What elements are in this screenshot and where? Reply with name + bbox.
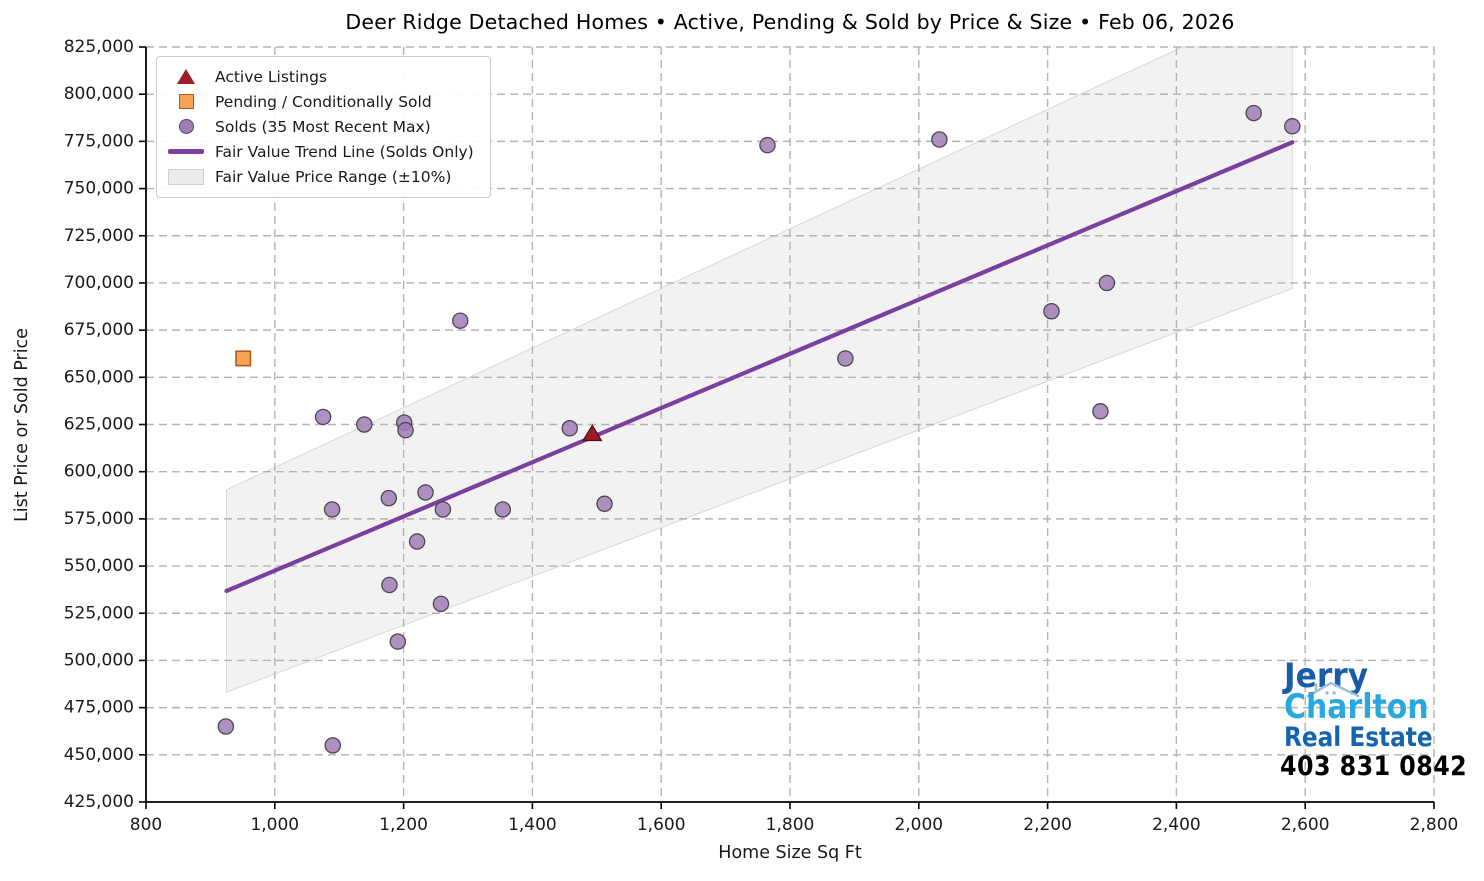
sold-point	[323, 501, 341, 518]
legend-label: Active Listings	[215, 67, 328, 86]
pending-point	[235, 350, 252, 367]
fair-value-band	[226, 46, 1293, 694]
legend-item-active: Active Listings	[166, 64, 474, 89]
fair-value-trend-line	[224, 140, 1295, 594]
x-tick-label: 2,600	[1281, 815, 1330, 835]
y-tick-label: 775,000	[64, 131, 134, 151]
sold-point	[417, 484, 434, 501]
y-tick-label: 625,000	[64, 415, 134, 435]
brand-logo: Jerry Charlton Real Estate 403 831 0842	[1278, 656, 1467, 782]
x-tick-label: 1,200	[379, 815, 428, 835]
legend: Active Listings Pending / Conditionally S…	[156, 56, 491, 198]
legend-label: Fair Value Price Range (±10%)	[215, 167, 452, 186]
sold-point	[434, 501, 452, 518]
sold-point	[432, 595, 450, 613]
sold-point	[356, 416, 373, 433]
x-tick-label: 1,600	[637, 815, 686, 835]
y-tick-label: 800,000	[64, 84, 134, 104]
sold-point	[837, 350, 854, 367]
y-tick-label: 575,000	[64, 509, 134, 529]
y-tick-label: 725,000	[64, 226, 134, 246]
y-tick-label: 600,000	[64, 462, 134, 482]
y-tick-label: 475,000	[64, 698, 134, 718]
x-tick-label: 2,800	[1410, 815, 1459, 835]
x-tick-label: 1,400	[508, 815, 557, 835]
x-tick-label: 800	[130, 815, 162, 835]
brand-name-line2: Charlton	[1284, 687, 1429, 727]
sold-point	[389, 633, 407, 650]
x-tick-label: 2,200	[1023, 815, 1072, 835]
sold-point	[596, 495, 613, 513]
y-tick-label: 700,000	[64, 273, 134, 293]
x-axis-label: Home Size Sq Ft	[718, 843, 862, 863]
y-tick-label: 675,000	[64, 320, 134, 340]
roof-icon	[1306, 681, 1360, 698]
y-tick-label: 500,000	[64, 650, 134, 670]
brand-name-line3: Real Estate	[1284, 722, 1433, 753]
circle-legend-marker-icon	[166, 119, 206, 134]
legend-label: Solds (35 Most Recent Max)	[215, 117, 431, 136]
legend-item-band: Fair Value Price Range (±10%)	[166, 164, 474, 189]
sold-point	[1098, 274, 1116, 292]
brand-name-line1: Jerry	[1284, 656, 1369, 696]
sold-point	[561, 420, 579, 437]
y-tick-label: 750,000	[64, 179, 134, 199]
y-tick-label: 650,000	[64, 367, 134, 387]
y-tick-label: 825,000	[64, 37, 134, 57]
chart-title: Deer Ridge Detached Homes • Active, Pend…	[345, 10, 1235, 34]
legend-label: Pending / Conditionally Sold	[215, 92, 432, 111]
square-legend-marker-icon	[166, 94, 206, 109]
legend-item-pending: Pending / Conditionally Sold	[166, 89, 474, 114]
y-tick-label: 425,000	[64, 792, 134, 812]
brand-phone: 403 831 0842	[1280, 751, 1468, 782]
sold-point	[324, 737, 342, 754]
sold-point	[759, 136, 776, 154]
sold-point	[381, 576, 398, 594]
y-tick-label: 450,000	[64, 745, 134, 765]
sold-point	[494, 501, 512, 518]
line-legend-marker-icon	[166, 149, 206, 154]
sold-point	[1284, 118, 1301, 135]
triangle-legend-marker-icon	[166, 69, 206, 84]
legend-item-trend: Fair Value Trend Line (Solds Only)	[166, 139, 474, 164]
legend-label: Fair Value Trend Line (Solds Only)	[215, 142, 474, 161]
sold-point	[452, 312, 469, 329]
sold-point	[314, 408, 332, 426]
y-tick-label: 550,000	[64, 556, 134, 576]
sold-point	[1245, 104, 1262, 122]
x-tick-label: 2,000	[894, 815, 943, 835]
y-axis-label: List Price or Sold Price	[12, 328, 32, 522]
sold-point	[1092, 403, 1109, 420]
sold-point	[408, 533, 426, 550]
sold-point	[217, 718, 235, 735]
active-point	[582, 424, 603, 442]
sold-point	[931, 131, 948, 148]
patch-legend-marker-icon	[166, 168, 206, 185]
sold-point	[380, 489, 398, 507]
sold-point	[1043, 302, 1060, 320]
sold-point	[397, 421, 414, 439]
x-tick-label: 2,400	[1152, 815, 1201, 835]
y-tick-label: 525,000	[64, 603, 134, 623]
x-tick-label: 1,000	[250, 815, 299, 835]
legend-item-solds: Solds (35 Most Recent Max)	[166, 114, 474, 139]
x-tick-label: 1,800	[766, 815, 815, 835]
